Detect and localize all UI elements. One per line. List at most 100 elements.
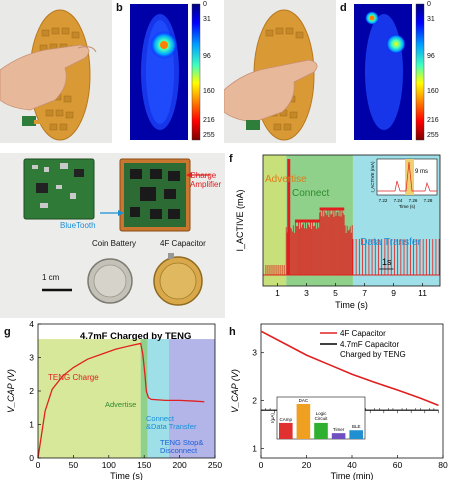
inset-x-tick-label: 7.28 <box>424 198 433 203</box>
panel-d: d 0 31 96 <box>336 0 450 143</box>
y-tick-label: 1 <box>252 443 257 453</box>
insole-photo-a <box>0 0 112 143</box>
panel-label-d: d <box>340 2 347 14</box>
x-tick-label: 100 <box>102 460 116 470</box>
x-tick-label: 7 <box>362 288 367 298</box>
y-tick-label: 0 <box>29 453 34 463</box>
x-tick-label: 5 <box>333 288 338 298</box>
x-axis-label: Time (s) <box>110 471 143 480</box>
x-tick-label: 3 <box>304 288 309 298</box>
colorbar-tick: 31 <box>427 16 435 23</box>
x-tick-label: 0 <box>259 460 264 470</box>
region-label: TENG Charge <box>48 373 99 382</box>
charge-amplifier-label: Charge Amplifier <box>190 171 222 189</box>
inset-trace <box>377 161 437 192</box>
inset-annotation: 9 ms <box>415 169 428 175</box>
panel-c: c <box>224 0 336 143</box>
panel-label-b: b <box>116 2 123 14</box>
chart-title: 4.7mF Charged by TENG <box>80 331 191 342</box>
region-band <box>168 339 215 458</box>
region-band <box>140 339 148 458</box>
x-axis-label: Time (min) <box>331 471 374 480</box>
colorbar-tick: 216 <box>203 117 215 124</box>
panel-label-g: g <box>4 326 11 338</box>
inset-bar <box>349 430 363 439</box>
interval-label: 1s <box>382 257 392 267</box>
current-trace-plateau <box>294 207 345 223</box>
inset-x-tick-label: 7.26 <box>409 198 418 203</box>
y-tick-label: 2 <box>252 396 257 406</box>
y-tick-label: 4 <box>29 319 34 329</box>
scale-bar-label: 1 cm <box>42 273 60 282</box>
x-tick-label: 40 <box>347 460 357 470</box>
region-band <box>38 339 141 458</box>
bluetooth-label: BlueTooth <box>60 221 96 230</box>
x-tick-label: 9 <box>391 288 396 298</box>
colorbar-tick: 31 <box>203 16 211 23</box>
inset-highlight <box>405 159 414 195</box>
region-label: TENG Stop& Disconnect <box>160 438 203 455</box>
colorbar-tick: 160 <box>427 88 439 95</box>
x-tick-label: 60 <box>393 460 403 470</box>
x-tick-label: 250 <box>208 460 222 470</box>
legend-label: 4F Capacitor <box>340 329 386 338</box>
region-advertise <box>263 155 287 286</box>
y-axis-label: I_ACTIVE (mA) <box>235 189 245 251</box>
colorbar-tick: 160 <box>203 88 215 95</box>
voltage-charging-chart: 0 50 100 150 200 250 0 1 2 3 4 Time (s) V_CAP (V) 4.7… <box>6 319 222 480</box>
inset-bar <box>331 433 346 439</box>
colorbar-tick: 0 <box>203 1 207 8</box>
colorbar-tick: 96 <box>427 53 435 60</box>
x-tick-label: 150 <box>137 460 151 470</box>
inset-bar-label: CAmp <box>280 417 293 422</box>
voltage-series <box>37 342 205 459</box>
panel-b: b 0 31 96 <box>112 0 224 143</box>
inset-x-label: Time (s) <box>399 204 416 209</box>
capacitor-label: 4F Capacitor <box>160 239 206 248</box>
y-axis-label: V_CAP (V) <box>6 369 16 413</box>
x-tick-label: 50 <box>69 460 79 470</box>
colorbar-tick: 0 <box>427 1 431 8</box>
inset-bar-label: Timer <box>333 427 345 432</box>
legend-label: 4.7mF Capacitor Charged by TENG <box>340 340 406 359</box>
x-tick-label: 11 <box>418 288 427 298</box>
pressure-heatmap-d <box>354 3 425 141</box>
y-axis-label: V_CAP (V) <box>230 369 240 413</box>
y-tick-label: 2 <box>29 386 34 396</box>
colorbar-tick: 255 <box>427 132 439 139</box>
inset-bar-label: BLE <box>352 424 361 429</box>
inset-y-label: I(μA) <box>270 413 275 423</box>
colorbar-tick: 255 <box>203 132 215 139</box>
x-tick-label: 0 <box>36 460 41 470</box>
pressure-heatmap-b <box>130 3 201 141</box>
inset-x-tick-label: 7.24 <box>394 198 403 203</box>
x-tick-label: 20 <box>302 460 312 470</box>
series-line <box>260 330 439 407</box>
region-band <box>147 339 169 458</box>
region-label: Data Transfer <box>360 237 421 248</box>
inset-bar <box>314 422 328 439</box>
x-tick-label: 80 <box>438 460 448 470</box>
current-trace <box>265 159 440 275</box>
region-label: Connect &Data Transfer <box>146 414 197 431</box>
region-label: Advertise <box>105 400 136 409</box>
x-axis-label: Time (s) <box>335 300 368 310</box>
panel-a: a <box>0 0 112 143</box>
panel-label-h: h <box>229 326 236 338</box>
current-chart: 1 3 5 7 9 11 Time (s) I_ACTIVE (mA) Advertise Con… <box>235 154 441 310</box>
y-tick-label: 1 <box>29 420 34 430</box>
region-label: Connect <box>292 188 329 199</box>
x-tick-label: 1 <box>275 288 280 298</box>
inset-bar-label: DAC <box>299 398 309 403</box>
inset-bar <box>279 422 293 439</box>
y-tick-label: 3 <box>29 353 34 363</box>
panel-e: e Charge Amplifier BlueTooth <box>0 153 225 318</box>
coin-battery-label: Coin Battery <box>92 239 137 248</box>
inset-y-label: I_ACTIVE (mA) <box>370 161 375 193</box>
panel-g: g 0 50 100 150 200 250 0 1 2 3 4 Time (s) V_CAP (V) 4… <box>0 318 225 480</box>
hardware-photo <box>0 153 225 318</box>
inset-bar-label: Logic Circuit <box>315 411 329 421</box>
colorbar-tick: 216 <box>427 117 439 124</box>
